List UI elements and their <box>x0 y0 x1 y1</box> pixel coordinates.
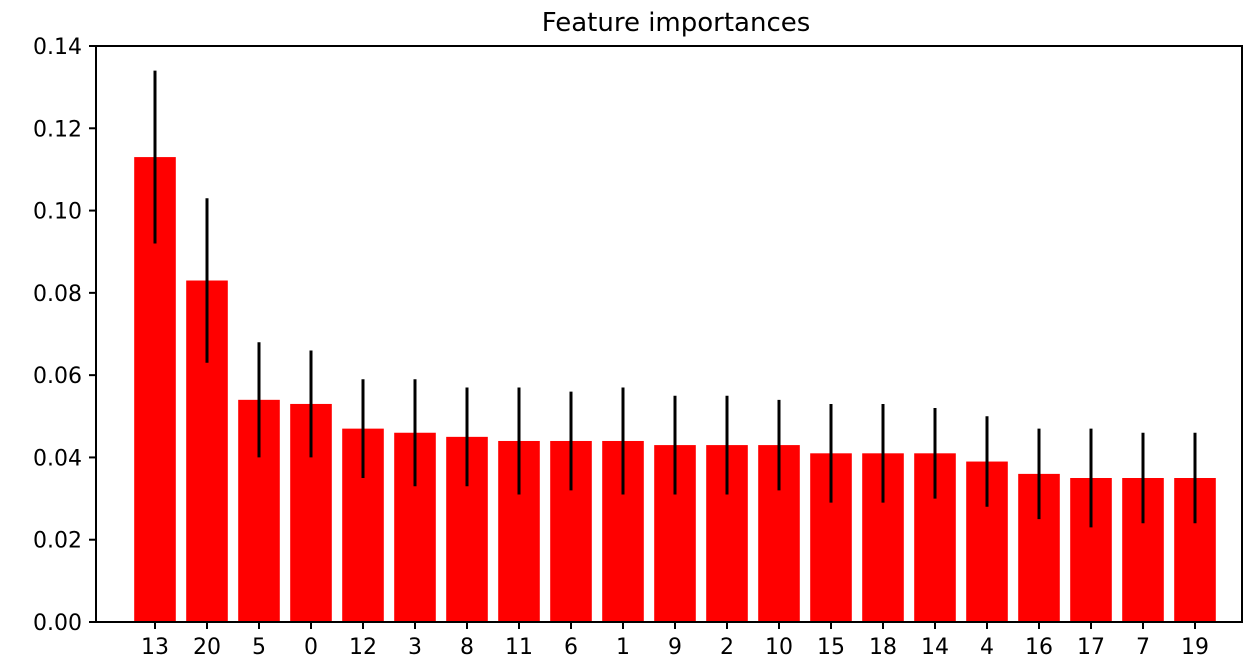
x-tick-label: 16 <box>1025 635 1053 660</box>
y-tick-label: 0.14 <box>33 35 82 60</box>
y-tick-label: 0.06 <box>33 364 82 389</box>
chart-title: Feature importances <box>542 8 811 38</box>
error-bars <box>153 70 1197 528</box>
x-tick-label: 19 <box>1181 635 1209 660</box>
y-tick-label: 0.04 <box>33 446 82 471</box>
x-tick-label: 14 <box>921 635 949 660</box>
x-tick-label: 13 <box>141 635 169 660</box>
x-tick-label: 9 <box>668 635 682 660</box>
x-tick-label: 15 <box>817 635 845 660</box>
x-tick-label: 1 <box>616 635 630 660</box>
y-tick-label: 0.02 <box>33 529 82 554</box>
x-tick-label: 20 <box>193 635 221 660</box>
y-tick-label: 0.08 <box>33 282 82 307</box>
x-tick-label: 2 <box>720 635 734 660</box>
x-tick-label: 7 <box>1136 635 1150 660</box>
x-tick-label: 4 <box>980 635 994 660</box>
y-axis: 0.00 0.02 0.04 0.06 0.08 0.10 0.12 0.14 <box>33 35 96 636</box>
x-tick-label: 11 <box>505 635 533 660</box>
x-tick-label: 10 <box>765 635 793 660</box>
x-tick-label: 18 <box>869 635 897 660</box>
x-tick-label: 12 <box>349 635 377 660</box>
x-tick-label: 3 <box>408 635 422 660</box>
x-tick-label: 17 <box>1077 635 1105 660</box>
x-axis: 13 20 5 0 12 3 8 11 6 1 9 2 10 15 18 14 4 16 17 7 19 <box>141 622 1209 660</box>
x-tick-label: 8 <box>460 635 474 660</box>
x-tick-label: 5 <box>252 635 266 660</box>
y-tick-label: 0.10 <box>33 200 82 225</box>
y-tick-label: 0.00 <box>33 611 82 636</box>
bars <box>134 157 1216 623</box>
x-tick-label: 6 <box>564 635 578 660</box>
x-tick-label: 0 <box>304 635 318 660</box>
plot-frame <box>95 45 1243 623</box>
y-tick-label: 0.12 <box>33 117 82 142</box>
